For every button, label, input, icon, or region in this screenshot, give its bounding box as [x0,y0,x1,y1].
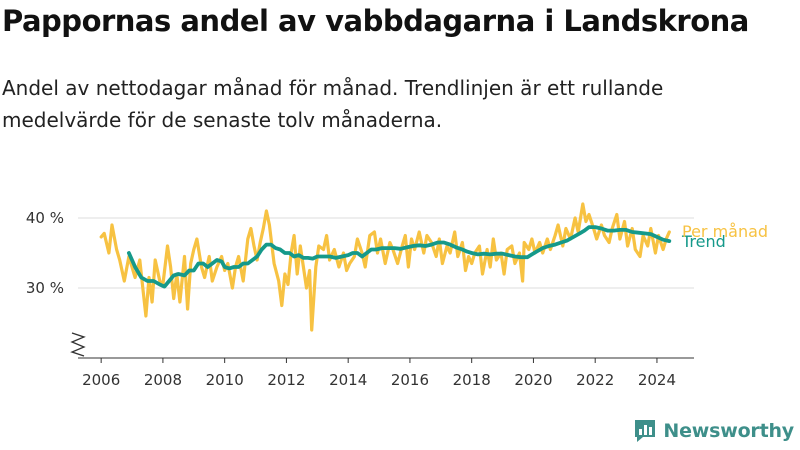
x-tick-label: 2022 [576,371,614,389]
series-label: Per månad [682,222,768,241]
x-tick-label: 2014 [329,371,367,389]
chart-subtitle: Andel av nettodagar månad för månad. Tre… [2,76,664,132]
chart-title: Pappornas andel av vabbdagarna i Landskr… [2,4,749,38]
newsworthy-logo[interactable]: Newsworthy [633,418,794,444]
x-tick-label: 2010 [206,371,244,389]
x-tick-label: 2006 [82,371,120,389]
trend-series-line [127,225,672,289]
x-tick-label: 2020 [514,371,552,389]
brand-name: Newsworthy [663,420,794,442]
y-tick-label: 30 % [26,279,64,297]
x-tick-label: 2018 [453,371,491,389]
y-tick-label: 40 % [26,209,64,227]
x-tick-label: 2008 [144,371,182,389]
monthly-series-line [99,202,671,332]
series-label: Trend [681,232,726,251]
bar-chart-logo-icon [635,420,656,442]
x-tick-label: 2024 [638,371,676,389]
axis-break-icon [70,332,86,357]
x-tick-label: 2012 [267,371,305,389]
x-tick-label: 2016 [391,371,429,389]
